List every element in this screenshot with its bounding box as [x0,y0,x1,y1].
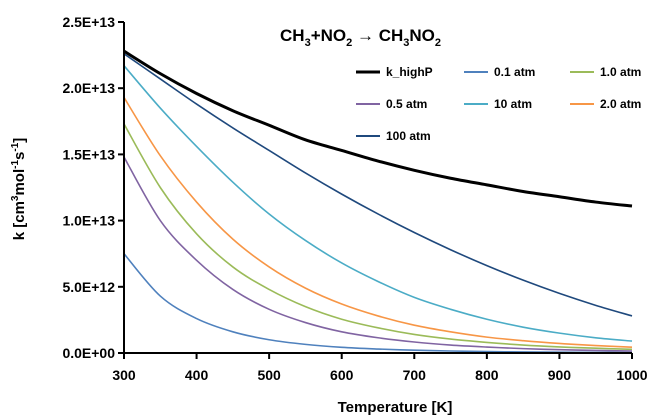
ticks-layer: 0.0E+00 5.0E+12 1.0E+13 1.5E+13 2.0E+13 2.5E+… [62,14,647,383]
legend-label: 0.5 atm [386,97,427,111]
y-tick-label: 1.0E+13 [62,213,115,229]
series-line-2-0-atm [123,97,633,348]
legend-label: 1.0 atm [600,65,641,79]
y-tick-label: 1.5E+13 [62,146,115,162]
legend-label: 10 atm [494,97,532,111]
series-line-0-5-atm [123,156,633,352]
series-layer [123,49,633,354]
x-tick-label: 300 [112,367,136,383]
legend-label: 0.1 atm [494,65,535,79]
legend: k_highP 0.1 atm 1.0 atm 0.5 atm 10 atm 2.0 at… [356,65,641,143]
series-line-k-highP [123,49,633,208]
series-line-1-0-atm [123,123,633,351]
axes-layer [123,22,632,354]
x-tick-label: 900 [548,367,572,383]
y-tick-label: 2.5E+13 [62,14,115,30]
series-line-100-atm [123,53,633,317]
x-axis-title: Temperature [K] [338,399,453,416]
x-tick-label: 600 [330,367,354,383]
legend-label: 2.0 atm [600,97,641,111]
legend-label: 100 atm [386,129,431,143]
y-tick-label: 0.0E+00 [62,345,115,361]
chart-title: CH3+NO2 → CH3NO2 [280,26,441,49]
x-tick-label: 700 [403,367,427,383]
x-tick-label: 500 [257,367,281,383]
x-tick-label: 400 [185,367,209,383]
x-tick-label: 1000 [616,367,647,383]
legend-label: k_highP [386,65,433,79]
y-tick-label: 5.0E+12 [62,279,115,295]
x-tick-label: 800 [475,367,499,383]
y-axis-title: k [cm3mol-1s-1] [10,138,28,241]
y-tick-label: 2.0E+13 [62,80,115,96]
series-line-10-atm [123,65,633,342]
